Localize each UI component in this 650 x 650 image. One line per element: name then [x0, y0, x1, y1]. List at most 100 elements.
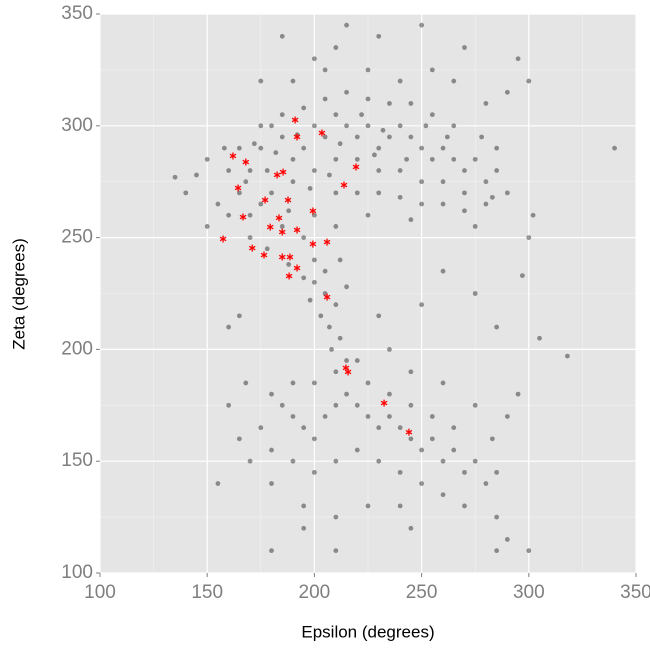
- point: [397, 78, 403, 84]
- point: [387, 414, 392, 419]
- point: [322, 96, 328, 102]
- point: [408, 101, 414, 106]
- point: [312, 279, 317, 285]
- point: [354, 358, 360, 363]
- point: [269, 548, 274, 554]
- point: [515, 391, 521, 397]
- asterisk-point: [278, 253, 286, 261]
- point: [279, 134, 285, 140]
- point: [404, 156, 409, 162]
- point: [312, 123, 317, 129]
- point: [327, 172, 332, 178]
- point: [215, 201, 221, 207]
- point: [472, 458, 478, 464]
- asterisk-point: [261, 196, 269, 204]
- point: [264, 168, 270, 173]
- y-axis-title: Zeta (degrees): [9, 238, 28, 350]
- point: [419, 145, 424, 151]
- point: [419, 302, 424, 308]
- point: [322, 291, 328, 296]
- point: [247, 235, 253, 241]
- point: [483, 481, 489, 486]
- point: [365, 123, 371, 129]
- point: [226, 402, 232, 408]
- point: [376, 313, 382, 319]
- point: [397, 123, 403, 129]
- point: [408, 369, 414, 375]
- point: [419, 179, 424, 185]
- point: [279, 33, 285, 39]
- point: [247, 212, 253, 218]
- point: [269, 447, 274, 453]
- asterisk-point: [291, 116, 299, 124]
- point: [397, 503, 403, 509]
- point: [451, 156, 457, 162]
- point: [269, 190, 274, 196]
- point: [312, 56, 317, 62]
- point: [429, 67, 435, 73]
- point: [440, 492, 446, 498]
- y-tick-label: 200: [61, 338, 93, 359]
- point: [359, 112, 364, 118]
- point: [489, 194, 495, 200]
- asterisk-point: [278, 228, 286, 236]
- point: [215, 481, 221, 486]
- point: [479, 134, 485, 140]
- point: [462, 190, 467, 196]
- point: [337, 335, 343, 341]
- point: [472, 291, 478, 296]
- point: [344, 123, 349, 129]
- point: [194, 172, 199, 178]
- point: [354, 190, 360, 196]
- point: [419, 201, 424, 207]
- asterisk-point: [293, 264, 301, 272]
- point: [387, 391, 392, 397]
- point: [333, 458, 339, 464]
- asterisk-point: [286, 253, 294, 261]
- point: [333, 190, 339, 196]
- asterisk-point: [309, 207, 317, 215]
- asterisk-point: [380, 399, 388, 407]
- point: [526, 235, 532, 241]
- asterisk-point: [234, 184, 242, 192]
- point: [365, 212, 371, 218]
- point: [290, 78, 296, 84]
- point: [301, 503, 307, 509]
- point: [397, 425, 403, 431]
- point: [344, 284, 349, 290]
- point: [322, 67, 328, 73]
- point: [204, 224, 210, 229]
- point: [247, 458, 253, 464]
- point: [333, 548, 339, 554]
- point: [494, 469, 500, 475]
- point: [612, 145, 617, 151]
- asterisk-point: [340, 181, 348, 189]
- point: [376, 190, 382, 196]
- point: [440, 179, 446, 185]
- point: [183, 190, 189, 196]
- point: [269, 123, 274, 129]
- point: [322, 268, 328, 274]
- point: [226, 324, 232, 330]
- point: [564, 353, 570, 359]
- asterisk-point: [248, 244, 256, 252]
- point: [440, 380, 446, 386]
- point: [172, 174, 178, 180]
- point: [451, 425, 457, 431]
- point: [236, 436, 242, 442]
- point: [236, 145, 242, 151]
- point: [504, 89, 510, 95]
- point: [440, 145, 446, 151]
- point: [419, 22, 424, 28]
- asterisk-point: [239, 213, 247, 221]
- point: [408, 217, 414, 223]
- y-tick-label: 300: [61, 115, 93, 136]
- point: [258, 78, 264, 84]
- point: [387, 134, 392, 140]
- asterisk-point: [352, 163, 360, 171]
- point: [333, 224, 339, 229]
- point: [301, 425, 307, 431]
- point: [376, 425, 382, 431]
- y-tick-label: 100: [61, 562, 93, 583]
